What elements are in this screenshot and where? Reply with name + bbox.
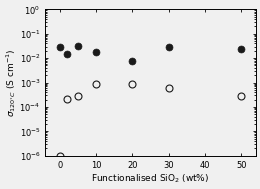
- Y-axis label: $\sigma_{120^{\circ}C}$ (S cm$^{-1}$): $\sigma_{120^{\circ}C}$ (S cm$^{-1}$): [4, 48, 18, 117]
- X-axis label: Functionalised SiO$_2$ (wt%): Functionalised SiO$_2$ (wt%): [92, 172, 210, 185]
